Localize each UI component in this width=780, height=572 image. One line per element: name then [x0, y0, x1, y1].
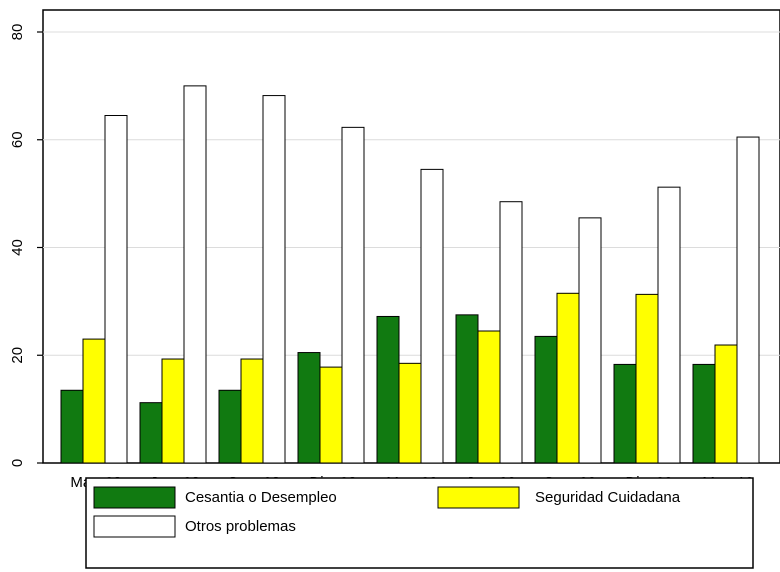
bar — [420, 168, 444, 464]
bar — [240, 358, 264, 464]
y-axis: 0 20 40 60 80 — [9, 24, 43, 467]
bar — [139, 402, 163, 464]
y-tick-label: 80 — [9, 24, 26, 41]
bar-group — [613, 186, 681, 464]
bar-group — [218, 95, 286, 464]
bar — [714, 344, 738, 464]
bar — [578, 217, 602, 464]
bar — [692, 363, 716, 464]
bar-group — [376, 168, 444, 464]
bar — [218, 389, 242, 464]
bar — [455, 314, 479, 464]
y-tick-label: 60 — [9, 131, 26, 148]
bars — [60, 85, 760, 464]
y-tick-label: 40 — [9, 239, 26, 256]
legend-label: Otros problemas — [185, 518, 296, 535]
bar-group — [139, 85, 207, 464]
bar — [635, 293, 659, 464]
y-tick-label: 0 — [9, 459, 26, 467]
bar — [104, 115, 128, 464]
legend-swatch — [93, 486, 176, 509]
legend: Cesantia o Desempleo Seguridad Cuidadana O… — [85, 477, 754, 569]
bar — [657, 186, 681, 464]
bar-group — [692, 136, 760, 464]
legend-swatch — [93, 515, 176, 538]
bar — [534, 335, 558, 464]
y-tick-label: 20 — [9, 347, 26, 364]
bar — [297, 352, 321, 464]
bar — [183, 85, 207, 464]
bar — [161, 358, 185, 464]
bar — [341, 126, 365, 464]
bar — [499, 201, 523, 464]
plot-area — [42, 9, 780, 464]
bar-group — [455, 201, 523, 464]
bar — [60, 389, 84, 464]
bar — [613, 363, 637, 464]
bar-group — [60, 115, 128, 464]
legend-label: Cesantia o Desempleo — [185, 489, 337, 506]
bar-group — [297, 126, 365, 464]
legend-label: Seguridad Cuidadana — [535, 489, 681, 506]
bar — [736, 136, 760, 464]
bar — [376, 315, 400, 464]
bar — [319, 366, 343, 464]
bar-group — [534, 217, 602, 464]
bar — [262, 95, 286, 464]
legend-items: Cesantia o Desempleo Seguridad Cuidadana O… — [93, 486, 681, 538]
bar — [556, 292, 580, 464]
legend-swatch — [437, 486, 520, 509]
bar — [477, 330, 501, 464]
bar — [82, 338, 106, 464]
bar — [398, 362, 422, 464]
legend-frame — [85, 477, 754, 569]
